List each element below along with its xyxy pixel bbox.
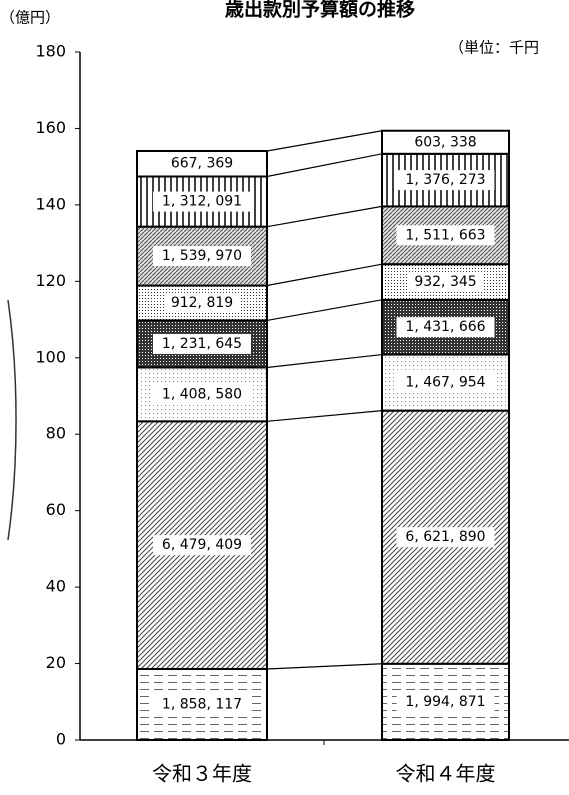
y-tick-label: 160 [35,118,66,137]
y-tick-label: 40 [46,577,66,596]
connector [266,153,383,178]
y-tick-label: 120 [35,271,66,290]
x-tick-label: 令和４年度 [396,762,496,786]
y-tick-label: 100 [35,347,66,366]
label-box [396,691,495,712]
value-label: 1, 408, 580 [162,386,242,402]
value-label: 1, 312, 091 [162,194,242,210]
y-tick-label: 180 [35,42,66,61]
label-box [153,246,251,267]
value-label: 1, 376, 273 [405,172,485,188]
partial-pie-edge [7,299,17,541]
value-label: 1, 231, 645 [162,336,242,352]
label-box [153,535,251,556]
y-tick-label: 140 [35,194,66,213]
connector [266,299,383,321]
connector [266,663,383,670]
label-box [396,527,495,548]
value-label: 1, 858, 117 [162,696,242,712]
label-box [153,384,251,405]
y-axis-label: （億円） [0,9,60,27]
value-label: 667, 369 [171,156,233,172]
connector [266,130,383,152]
label-box [396,170,495,191]
y-tick-label: 80 [46,424,66,443]
value-label: 6, 479, 409 [162,537,242,553]
value-label: 1, 539, 970 [162,248,242,264]
value-label: 1, 431, 666 [405,319,485,335]
label-box [396,225,495,246]
y-tick-label: 0 [56,730,66,749]
value-label: 603, 338 [414,134,476,150]
value-label: 1, 994, 871 [405,694,485,710]
y-tick-label: 20 [46,653,66,672]
value-label: 932, 345 [414,274,476,290]
label-box [408,132,483,153]
label-box [165,292,239,313]
label-box [165,153,239,174]
connector [266,410,383,422]
label-box [408,272,483,293]
label-box [153,333,251,354]
connector [266,263,383,287]
value-label: 6, 621, 890 [405,529,485,545]
label-box [396,372,495,393]
connector [266,353,383,369]
label-box [396,317,495,338]
label-box [153,191,251,212]
label-box [153,694,251,715]
value-label: 1, 511, 663 [405,227,485,243]
value-label: 1, 467, 954 [405,375,485,391]
x-tick-label: 令和３年度 [152,762,252,786]
y-tick-label: 60 [46,500,66,519]
unit-note: （単位：千円 [449,39,539,57]
value-label: 912, 819 [171,295,233,311]
connector [266,205,383,228]
chart-title: 歳出款別予算額の推移 [225,0,415,21]
